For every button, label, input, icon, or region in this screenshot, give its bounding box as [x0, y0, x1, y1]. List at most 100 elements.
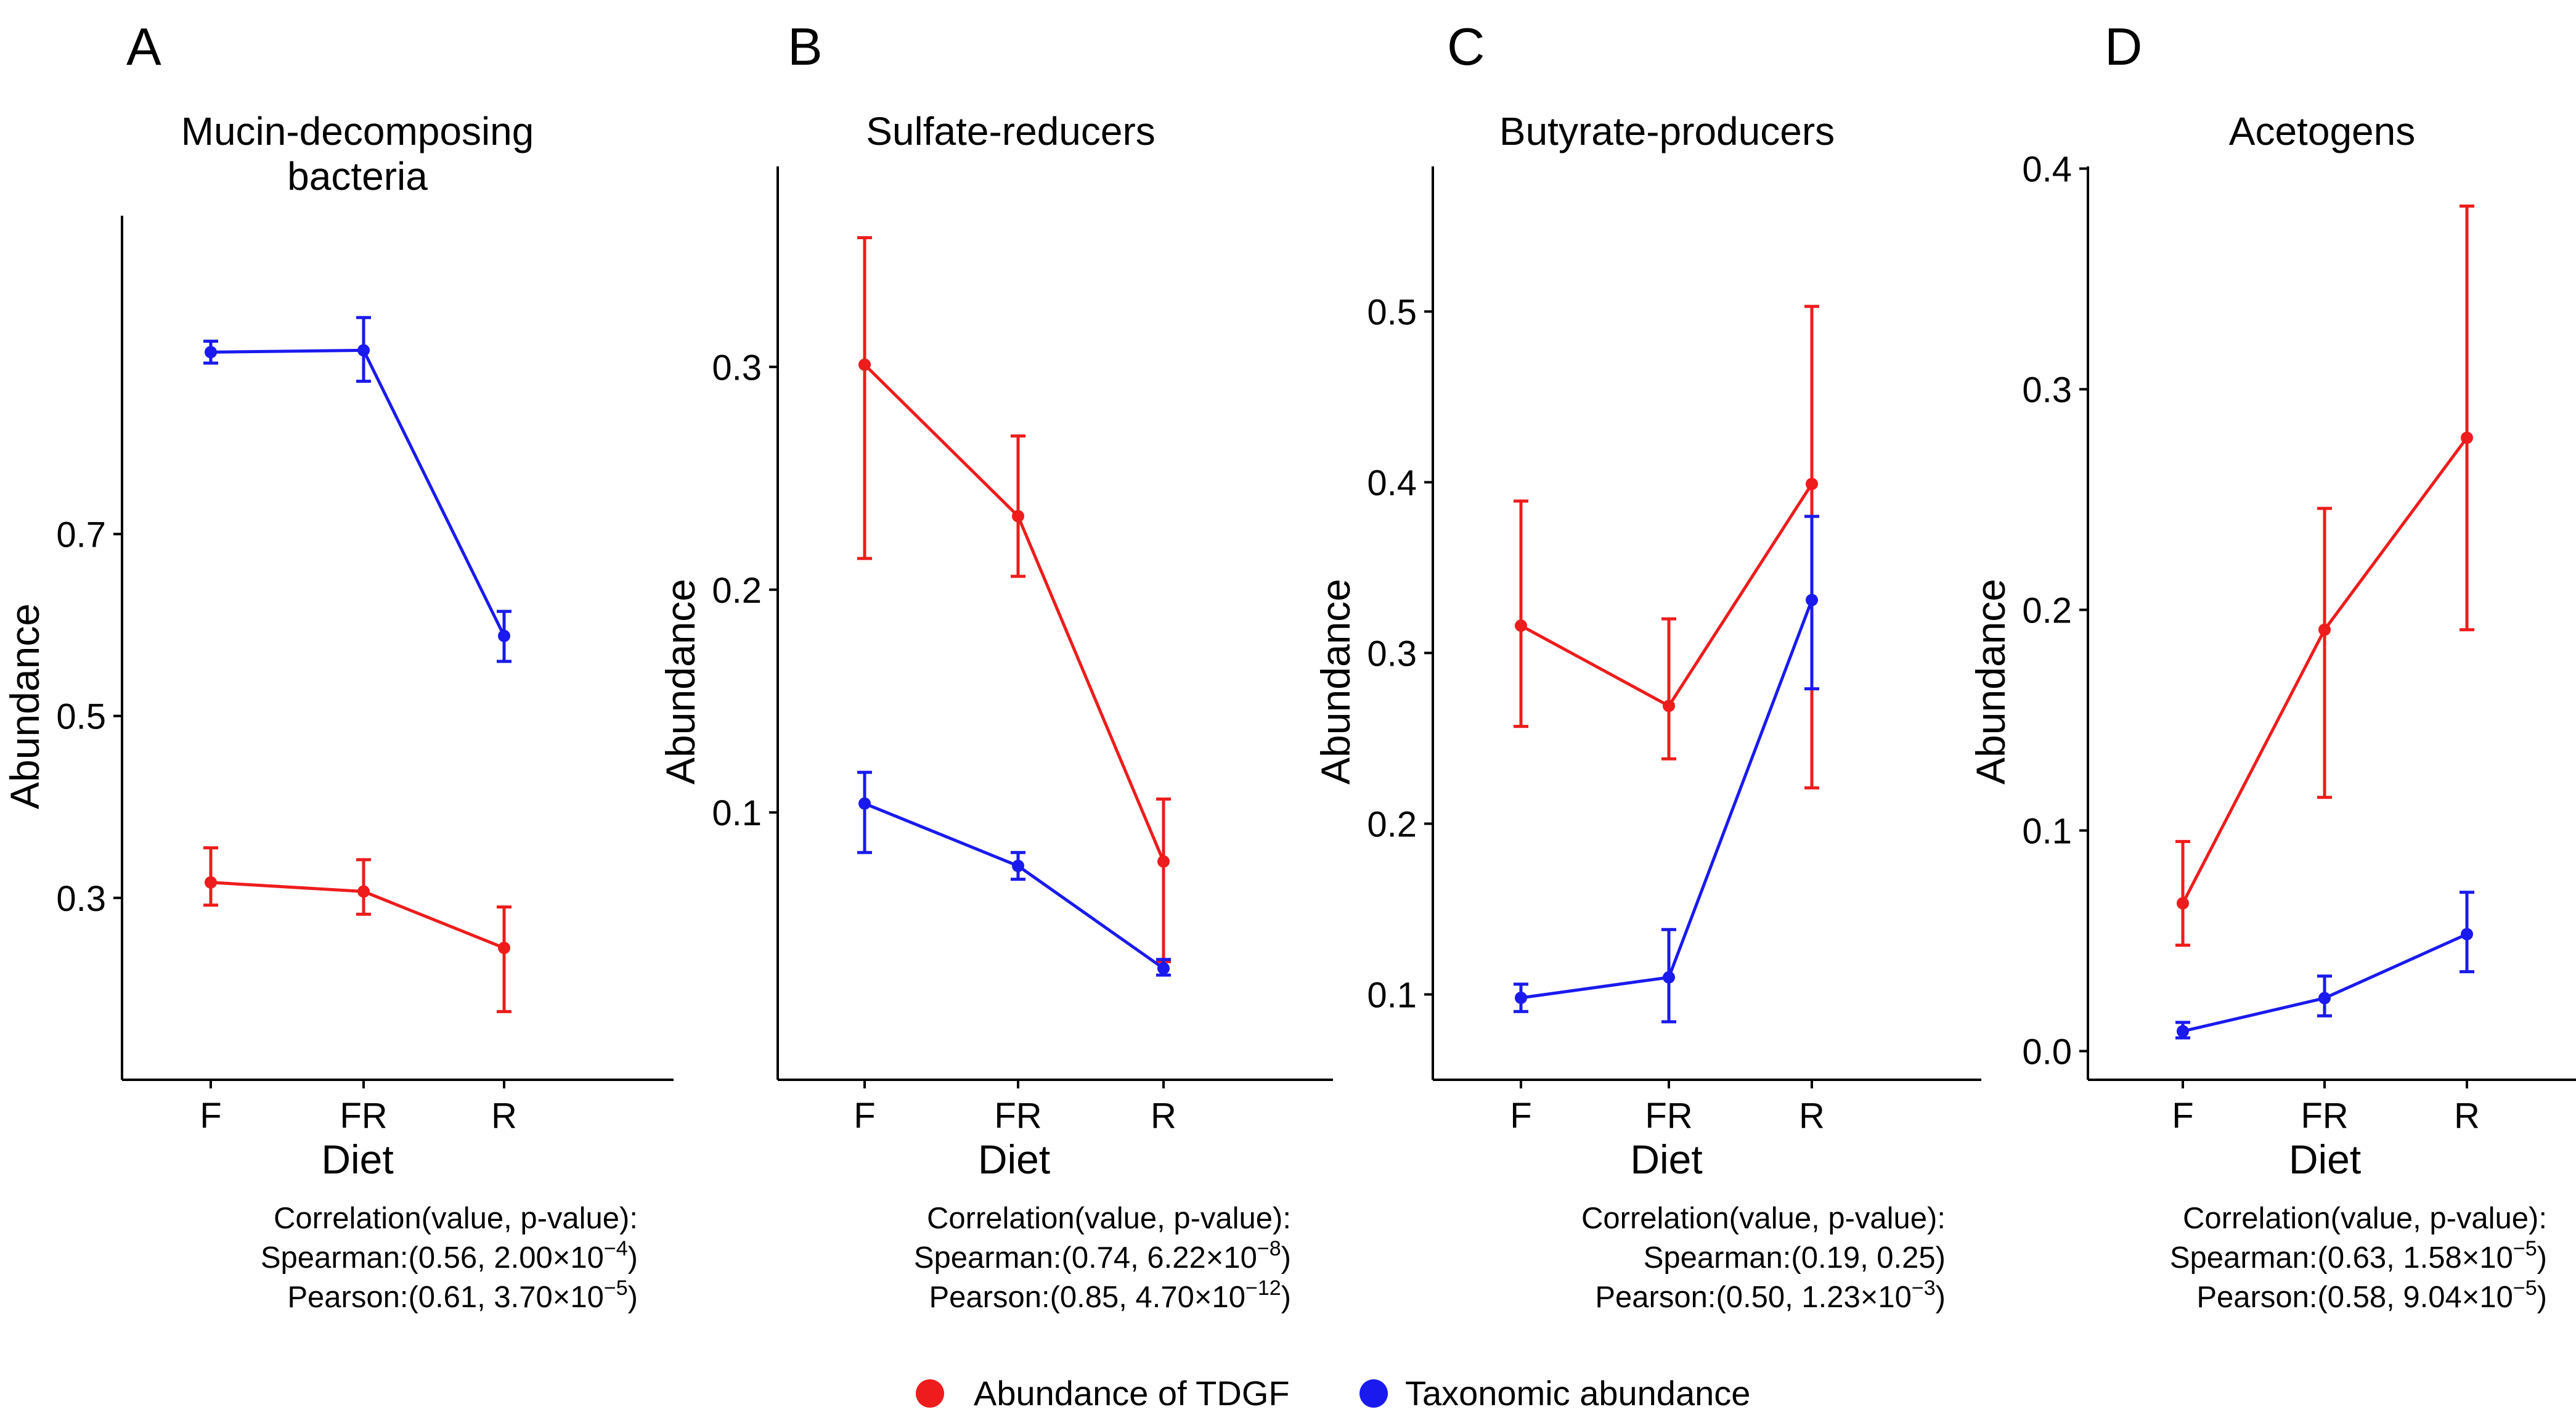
y-tick-label: 0.2: [1367, 804, 1417, 844]
data-point: [357, 344, 370, 357]
legend: Abundance of TDGF Taxonomic abundance: [916, 1374, 1750, 1413]
panel-title: Butyrate-producers: [1499, 109, 1835, 153]
data-point: [498, 629, 510, 642]
series-taxonomic: [857, 770, 1171, 977]
x-axis-title: Diet: [1630, 1136, 1702, 1182]
series-line: [1520, 483, 1814, 708]
panel-title: Acetogens: [2229, 109, 2415, 153]
data-point: [2177, 897, 2189, 910]
y-axis-title: Abundance: [1968, 579, 2013, 785]
y-tick-label: 0.3: [1367, 634, 1417, 674]
panel-letter: B: [788, 18, 823, 76]
y-tick-label: 0.1: [712, 793, 762, 833]
data-point: [2461, 431, 2473, 444]
y-tick-label: 0.3: [2022, 370, 2072, 410]
data-point: [1515, 992, 1527, 1005]
y-tick-label: 0.2: [2022, 591, 2072, 631]
correlation-header: Correlation(value, p-value):: [2183, 1202, 2547, 1235]
series-taxonomic: [1514, 515, 1819, 1024]
data-point: [1515, 619, 1527, 632]
series-tdgf: [1514, 304, 1819, 789]
data-point: [2177, 1025, 2189, 1038]
legend-marker: [1359, 1379, 1388, 1408]
x-tick-label: F: [200, 1096, 221, 1136]
data-point: [498, 942, 510, 955]
panel-letter: A: [126, 18, 161, 76]
spearman-text: Spearman:(0.74, 6.22×10−8): [914, 1237, 1291, 1275]
data-point: [205, 346, 217, 359]
correlation-block: Correlation(value, p-value):Spearman:(0.…: [914, 1202, 1291, 1314]
panel-b: B Sulfate-reducers 0.1 0.2 0.3 F FR R Diet Abunda…: [658, 18, 1333, 1314]
y-tick-label: 0.1: [2022, 811, 2072, 851]
data-point: [1012, 859, 1024, 872]
data-point: [357, 885, 370, 898]
data-point: [858, 358, 871, 371]
correlation-header: Correlation(value, p-value):: [927, 1202, 1291, 1235]
y-tick-label: 0.7: [56, 515, 106, 555]
y-tick-label: 0.2: [712, 571, 762, 611]
data-point: [1012, 510, 1024, 523]
legend-tdgf: Abundance of TDGF: [916, 1374, 1290, 1413]
legend-taxonomic: Taxonomic abundance: [1359, 1374, 1750, 1413]
correlation-header: Correlation(value, p-value):: [274, 1202, 638, 1235]
spearman-text: Spearman:(0.63, 1.58×10−5): [2170, 1237, 2547, 1275]
y-axis-title: Abundance: [2, 603, 47, 809]
panel-letter: C: [1447, 18, 1485, 76]
x-tick-label: FR: [1645, 1096, 1692, 1136]
y-axis-title: Abundance: [658, 579, 703, 785]
data-point: [1806, 478, 1818, 491]
pearson-text: Pearson:(0.58, 9.04×10−5): [2196, 1276, 2547, 1314]
data-point: [1663, 971, 1675, 984]
legend-label: Taxonomic abundance: [1405, 1374, 1750, 1413]
series-line: [1520, 599, 1814, 1000]
series-tdgf: [857, 236, 1171, 963]
y-tick-label: 0.1: [1367, 975, 1417, 1015]
panel-c: C Butyrate-producers 0.1 0.2 0.3 0.4 0.5 F FR R Di…: [1313, 18, 1981, 1314]
y-tick-label: 0.5: [1367, 292, 1417, 332]
correlation-block: Correlation(value, p-value): Spearman:(0.…: [1581, 1202, 1946, 1314]
data-point: [1663, 700, 1675, 712]
y-axis-title: Abundance: [1313, 579, 1358, 785]
legend-label: Abundance of TDGF: [974, 1374, 1290, 1413]
y-tick-label: 0.4: [1367, 463, 1417, 503]
series-tdgf: [203, 846, 512, 1013]
panel-title: bacteria: [287, 154, 428, 198]
data-point: [1157, 962, 1170, 975]
data-point: [2461, 928, 2473, 940]
data-point: [1157, 855, 1170, 868]
spearman-text: Spearman:(0.19, 0.25): [1644, 1241, 1946, 1275]
panel-letter: D: [2105, 18, 2142, 76]
spearman-text: Spearman:(0.56, 2.00×10−4): [261, 1237, 638, 1275]
x-tick-label: FR: [2301, 1096, 2348, 1136]
panel-title: Sulfate-reducers: [866, 109, 1156, 153]
data-point: [205, 876, 217, 889]
correlation-header: Correlation(value, p-value):: [1581, 1202, 1946, 1235]
x-tick-label: FR: [994, 1096, 1041, 1136]
x-tick-label: R: [1799, 1096, 1825, 1136]
panel-d: D Acetogens 0.0 0.1 0.2 0.3 0.4 F FR R Diet Abundan…: [1968, 18, 2576, 1314]
data-point: [2318, 992, 2331, 1005]
y-tick-label: 0.0: [2022, 1032, 2072, 1072]
data-point: [1806, 594, 1818, 606]
series-line: [210, 348, 506, 637]
panel-title: Mucin-decomposing: [181, 109, 534, 153]
x-tick-label: R: [1151, 1096, 1176, 1136]
data-point: [858, 797, 871, 810]
series-taxonomic: [2175, 891, 2474, 1040]
x-axis-title: Diet: [2289, 1136, 2361, 1182]
data-point: [2318, 623, 2331, 636]
x-tick-label: F: [2172, 1096, 2193, 1136]
series-tdgf: [2175, 204, 2474, 947]
y-tick-label: 0.4: [2022, 150, 2072, 190]
pearson-text: Pearson:(0.61, 3.70×10−5): [287, 1276, 638, 1314]
x-tick-label: R: [2454, 1096, 2480, 1136]
pearson-text: Pearson:(0.50, 1.23×10−3): [1595, 1276, 1946, 1314]
x-axis-title: Diet: [978, 1136, 1050, 1182]
series-line: [864, 802, 1165, 970]
correlation-block: Correlation(value, p-value):Spearman:(0.…: [2170, 1202, 2547, 1314]
y-tick-label: 0.3: [56, 879, 106, 919]
x-tick-label: F: [1510, 1096, 1531, 1136]
y-tick-label: 0.3: [712, 348, 762, 388]
